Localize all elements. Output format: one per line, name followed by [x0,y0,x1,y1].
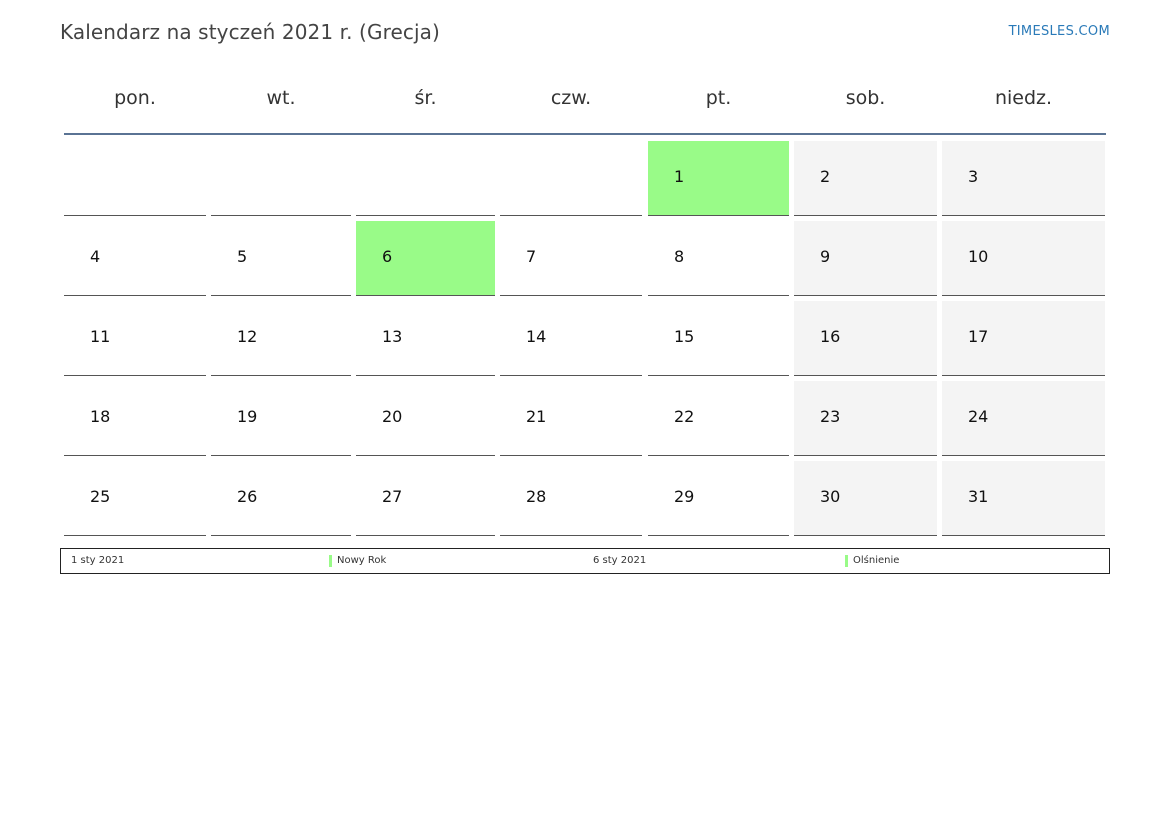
weekday-label: śr. [414,87,437,109]
day-cell: 5 [211,221,351,296]
empty-day-cell [64,141,206,216]
day-number: 3 [968,167,979,186]
day-number: 16 [820,327,841,346]
weekday-label: niedz. [994,87,1053,109]
day-number: 12 [237,327,258,346]
day-number: 21 [526,407,547,426]
day-number: 20 [382,407,403,426]
weekday-label: czw. [550,87,592,109]
day-number: 11 [90,327,111,346]
day-number: 7 [526,247,537,266]
day-cell-weekend: 9 [794,221,937,296]
legend-holiday-name: Nowy Rok [329,555,387,567]
weekday-header: pon. wt. śr. czw. pt. sob. niedz. [64,80,1106,135]
day-cell: 26 [211,461,351,536]
day-cell: 8 [648,221,789,296]
calendar-grid: 1 2 3 4 5 6 7 8 9 10 11 12 13 14 15 16 17 18 19 20 21 22 23 24 2… [64,135,1106,536]
day-cell-weekend: 3 [942,141,1105,216]
day-number: 14 [526,327,547,346]
day-cell-weekend: 23 [794,381,937,456]
legend-color-swatch [329,555,332,567]
day-number: 27 [382,487,403,506]
day-cell: 29 [648,461,789,536]
calendar: pon. wt. śr. czw. pt. sob. niedz. 1 2 3 4 5 6 7 8 9 10 1… [64,80,1106,536]
day-number: 5 [237,247,248,266]
day-cell: 25 [64,461,206,536]
day-number: 22 [674,407,695,426]
day-number: 17 [968,327,989,346]
day-number: 9 [820,247,831,266]
day-cell: 11 [64,301,206,376]
page-title: Kalendarz na styczeń 2021 r. (Grecja) [60,20,440,44]
day-number: 8 [674,247,685,266]
day-number: 25 [90,487,111,506]
brand-link[interactable]: TIMESLES.COM [1008,24,1110,39]
day-cell-weekend: 2 [794,141,937,216]
day-cell: 18 [64,381,206,456]
day-number: 19 [237,407,258,426]
day-number: 6 [382,247,393,266]
weekday-label: wt. [266,87,296,109]
legend-name-text: Olśnienie [853,555,900,566]
day-number: 4 [90,247,101,266]
day-number: 15 [674,327,695,346]
day-cell-weekend: 17 [942,301,1105,376]
weekday-label: pt. [705,87,732,109]
day-cell: 19 [211,381,351,456]
empty-day-cell [211,141,351,216]
day-cell: 12 [211,301,351,376]
day-number: 26 [237,487,258,506]
empty-day-cell [500,141,642,216]
weekday-label: pon. [114,87,156,109]
day-cell-weekend: 10 [942,221,1105,296]
day-number: 28 [526,487,547,506]
day-cell: 22 [648,381,789,456]
legend-color-swatch [845,555,848,567]
day-cell-weekend: 16 [794,301,937,376]
day-cell-weekend: 30 [794,461,937,536]
day-number: 23 [820,407,841,426]
holiday-legend: 1 sty 2021 Nowy Rok 6 sty 2021 Olśnienie [60,548,1110,574]
day-cell-holiday: 6 [356,221,495,296]
day-cell-weekend: 24 [942,381,1105,456]
day-number: 18 [90,407,111,426]
day-number: 1 [674,167,685,186]
day-cell: 13 [356,301,495,376]
day-number: 29 [674,487,695,506]
day-number: 2 [820,167,831,186]
day-number: 31 [968,487,989,506]
day-cell: 27 [356,461,495,536]
day-cell-holiday: 1 [648,141,789,216]
day-cell: 28 [500,461,642,536]
legend-date: 6 sty 2021 [593,555,647,566]
day-cell: 14 [500,301,642,376]
day-number: 10 [968,247,989,266]
day-cell-weekend: 31 [942,461,1105,536]
day-number: 30 [820,487,841,506]
day-number: 13 [382,327,403,346]
day-number: 24 [968,407,989,426]
legend-name-text: Nowy Rok [337,555,387,566]
weekday-label: sob. [845,87,886,109]
day-cell: 15 [648,301,789,376]
legend-date: 1 sty 2021 [71,555,125,566]
day-cell: 7 [500,221,642,296]
day-cell: 21 [500,381,642,456]
empty-day-cell [356,141,495,216]
day-cell: 4 [64,221,206,296]
day-cell: 20 [356,381,495,456]
legend-holiday-name: Olśnienie [845,555,900,567]
